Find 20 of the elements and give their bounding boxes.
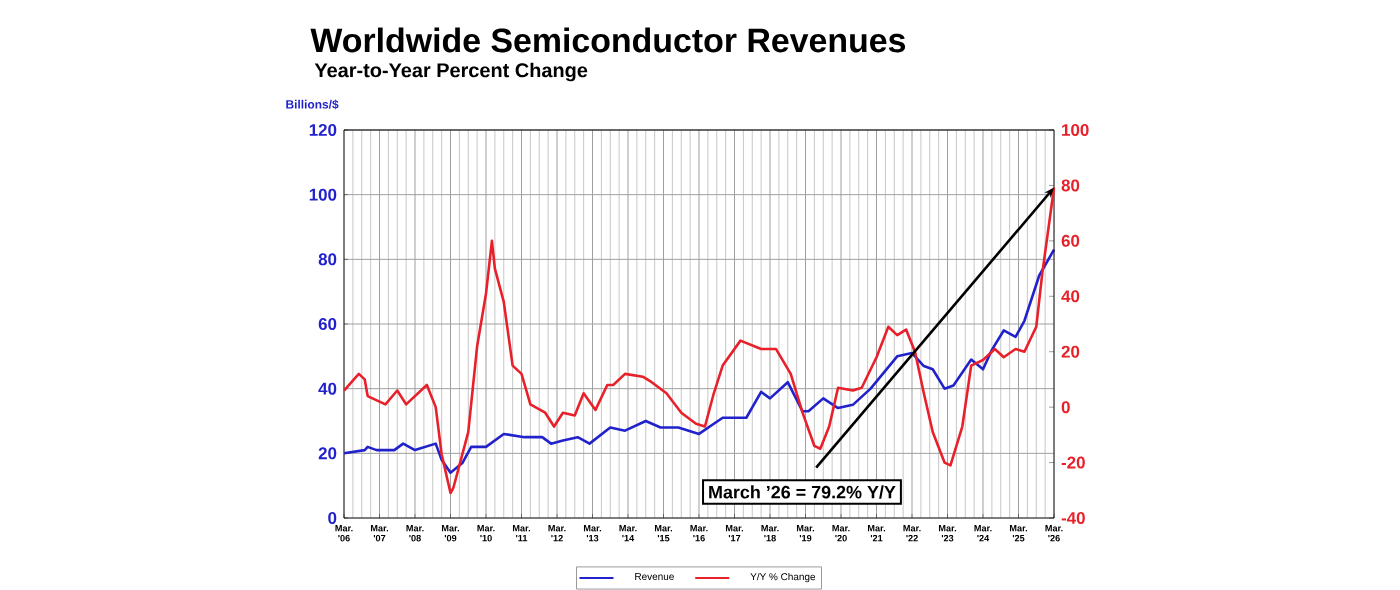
y-tick-label: 100: [309, 188, 337, 201]
y2-tick-label: 0: [1061, 401, 1070, 414]
y-tick-label: 80: [318, 253, 337, 266]
y-tick-label: 0: [328, 512, 337, 524]
y-tick-label: 20: [318, 447, 337, 460]
y-tick-label: 60: [318, 318, 337, 330]
y2-tick-label: 100: [1062, 124, 1089, 136]
chart-title: Worldwide Semiconductor Revenues: [310, 27, 906, 53]
y2-tick-label: 40: [1061, 290, 1080, 303]
y2-tick-label: -20: [1061, 456, 1085, 469]
line-series: [342, 248, 1056, 475]
chart-subtitle: Year-to-Year Percent Change: [314, 62, 588, 82]
y-tick-label: 40: [318, 382, 337, 395]
annotation: March ’26 = 79.2% Y/Y: [709, 485, 896, 499]
y2-tick-label: -40: [1061, 512, 1085, 524]
y-tick-label: 120: [309, 124, 337, 136]
line-series: [342, 186, 1056, 495]
y2-tick-label: 60: [1061, 234, 1080, 247]
y2-tick-label: 20: [1061, 345, 1080, 358]
y2-tick-label: 80: [1061, 179, 1080, 192]
